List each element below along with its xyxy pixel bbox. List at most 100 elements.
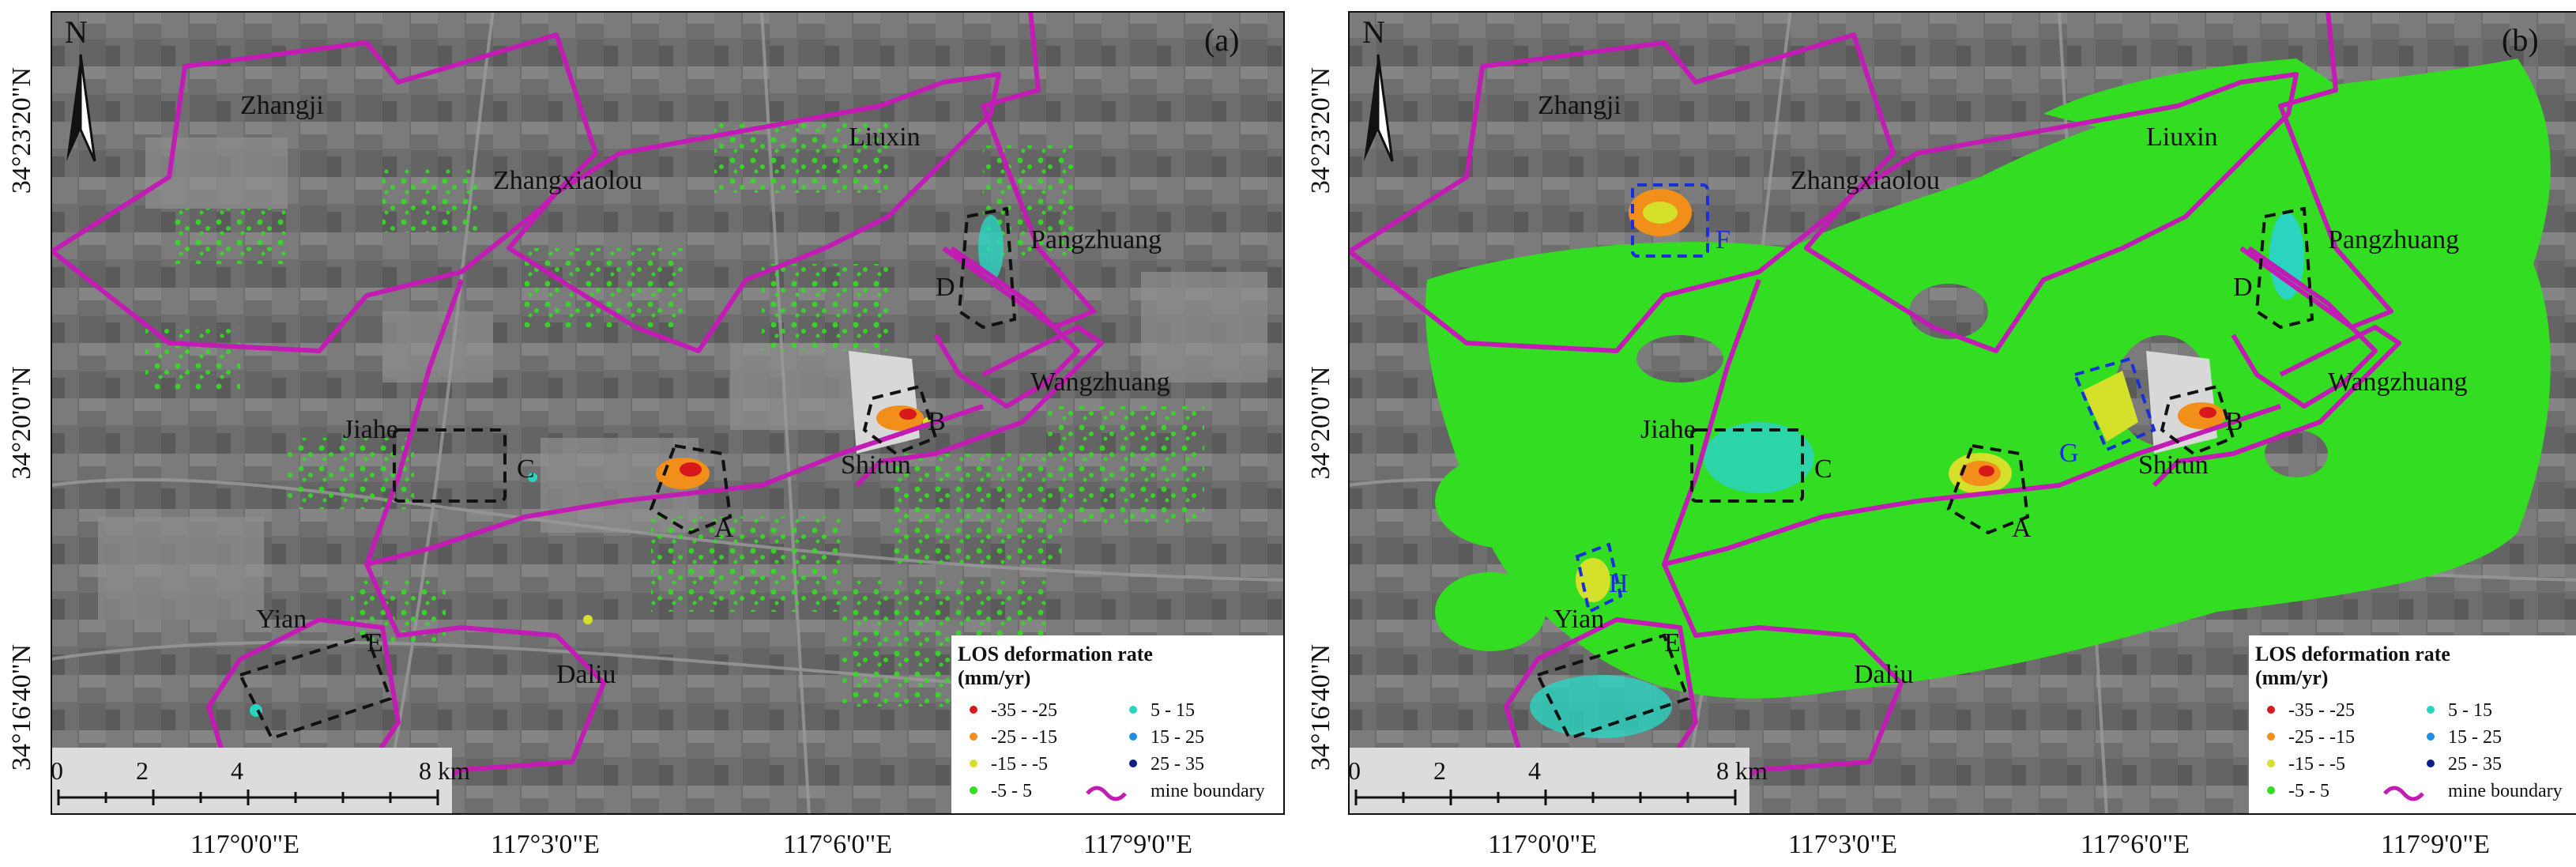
place-label: Yian bbox=[256, 605, 307, 634]
zone-label-h: H bbox=[1609, 569, 1629, 598]
legend-class-label: 15 - 25 bbox=[1151, 727, 1204, 748]
map-panel-a: Zhangji Zhangxiaolou Liuxin Pangzhuang W… bbox=[51, 11, 1285, 815]
legend-class-label: -5 - 5 bbox=[991, 781, 1032, 801]
place-names: Zhangji Zhangxiaolou Liuxin Pangzhuang W… bbox=[1538, 91, 2468, 689]
legend-swatch bbox=[2267, 733, 2275, 741]
scale-tick-label: 2 bbox=[1433, 756, 1446, 785]
lon-label: 117°9'0"E bbox=[1083, 830, 1193, 859]
place-label: Zhangxiaolou bbox=[1791, 166, 1940, 195]
legend-title: LOS deformation rate bbox=[958, 643, 1153, 665]
zone-label-a: A bbox=[714, 514, 734, 543]
place-label: Liuxin bbox=[2146, 123, 2218, 152]
north-arrow: N bbox=[65, 14, 96, 162]
panel-label: (b) bbox=[2502, 22, 2539, 58]
zone-letters: A B C D E bbox=[367, 273, 955, 658]
scale-bar: 0 2 4 8 km bbox=[51, 748, 470, 815]
legend-title: LOS deformation rate bbox=[2255, 643, 2450, 665]
legend-class-label: 25 - 35 bbox=[2448, 754, 2502, 775]
study-zones-extra bbox=[1575, 183, 2156, 614]
legend-swatch bbox=[1129, 760, 1137, 767]
legend-unit: (mm/yr) bbox=[958, 666, 1030, 689]
place-label: Yian bbox=[1554, 605, 1604, 634]
legend-swatch bbox=[970, 786, 977, 794]
mine-boundaries bbox=[51, 11, 1104, 812]
legend-swatch bbox=[970, 733, 977, 741]
north-arrow-icon bbox=[66, 55, 81, 161]
legend: LOS deformation rate (mm/yr) -35 - -25 -… bbox=[2249, 635, 2576, 815]
place-label: Zhangji bbox=[240, 91, 324, 120]
place-label: Pangzhuang bbox=[2328, 225, 2459, 254]
scale-tick-label: 4 bbox=[231, 756, 243, 785]
place-label: Liuxin bbox=[849, 123, 921, 152]
zone-label-a: A bbox=[2012, 514, 2032, 543]
legend-class-label: -25 - -15 bbox=[2288, 727, 2355, 748]
panel-frame bbox=[1348, 11, 2576, 815]
deformation-hotspots bbox=[250, 215, 1004, 717]
north-arrow-icon bbox=[1364, 55, 1378, 161]
lon-label: 117°6'0"E bbox=[2080, 830, 2190, 859]
place-label: Jiahe bbox=[343, 415, 398, 444]
zone-label-d: D bbox=[936, 273, 955, 302]
legend-swatch bbox=[2427, 706, 2435, 714]
legend-class-label: -5 - 5 bbox=[2288, 781, 2329, 801]
legend-swatch bbox=[2267, 760, 2275, 767]
lon-label: 117°0'0"E bbox=[190, 830, 300, 859]
place-label: Shitun bbox=[2138, 450, 2209, 480]
scale-tick-label: 0 bbox=[51, 756, 63, 785]
scale-bar: 0 2 4 8 km bbox=[1348, 748, 1768, 815]
zone-label-e: E bbox=[367, 628, 383, 658]
study-zones bbox=[238, 206, 1017, 741]
legend-swatch bbox=[1129, 706, 1137, 714]
legend-class-label: 5 - 15 bbox=[2448, 700, 2492, 721]
legend-class-label: -35 - -25 bbox=[991, 700, 1057, 721]
north-arrow: N bbox=[1362, 14, 1394, 162]
place-label: Pangzhuang bbox=[1030, 225, 1162, 254]
place-label: Shitun bbox=[841, 450, 911, 480]
legend-class-label: -35 - -25 bbox=[2288, 700, 2355, 721]
zone-label-f: F bbox=[1715, 225, 1731, 254]
place-label: Daliu bbox=[1854, 660, 1914, 689]
legend-class-label: -25 - -15 bbox=[991, 727, 1057, 748]
boundary-line-icon bbox=[1086, 786, 1127, 801]
legend-boundary-label: mine boundary bbox=[1151, 781, 1265, 801]
boundary-line-icon bbox=[2383, 786, 2424, 801]
zone-label-c: C bbox=[517, 454, 535, 484]
legend-swatch bbox=[2267, 706, 2275, 714]
legend-swatch bbox=[970, 760, 977, 767]
lon-label: 117°3'0"E bbox=[490, 830, 601, 859]
place-label: Wangzhuang bbox=[1030, 368, 1170, 397]
legend-class-label: -15 - -5 bbox=[991, 754, 1048, 775]
scale-tick-label: 4 bbox=[1528, 756, 1541, 785]
legend-swatch bbox=[2267, 786, 2275, 794]
place-label: Wangzhuang bbox=[2328, 368, 2468, 397]
legend-class-label: 5 - 15 bbox=[1151, 700, 1195, 721]
legend-unit: (mm/yr) bbox=[2255, 666, 2328, 689]
legend: LOS deformation rate (mm/yr) -35 - -25 -… bbox=[951, 635, 1285, 815]
north-letter: N bbox=[65, 14, 88, 50]
lon-label: 117°9'0"E bbox=[2380, 830, 2491, 859]
zone-label-g: G bbox=[2059, 439, 2079, 468]
zone-letters-extra: F G H bbox=[1609, 225, 2079, 598]
zone-letters: A B C D E bbox=[1664, 273, 2253, 658]
place-label: Zhangxiaolou bbox=[493, 166, 642, 195]
scale-tick-label: 8 km bbox=[1716, 756, 1768, 785]
legend-class-label: 25 - 35 bbox=[1151, 754, 1204, 775]
panel-label: (a) bbox=[1204, 22, 1239, 58]
scale-tick-label: 0 bbox=[1348, 756, 1361, 785]
zone-label-d: D bbox=[2233, 273, 2253, 302]
legend-swatch bbox=[970, 706, 977, 714]
map-canvas-b: Zhangji Zhangxiaolou Liuxin Pangzhuang W… bbox=[1348, 11, 2576, 815]
scale-tick-label: 8 km bbox=[419, 756, 470, 785]
scale-tick-label: 2 bbox=[136, 756, 149, 785]
lon-label: 117°3'0"E bbox=[1787, 830, 1898, 859]
legend-class-label: -15 - -5 bbox=[2288, 754, 2345, 775]
north-letter: N bbox=[1362, 14, 1385, 50]
place-label: Zhangji bbox=[1538, 91, 1621, 120]
legend-swatch bbox=[2427, 760, 2435, 767]
place-names: Zhangji Zhangxiaolou Liuxin Pangzhuang W… bbox=[240, 91, 1170, 689]
place-label: Jiahe bbox=[1640, 415, 1696, 444]
place-label: Daliu bbox=[556, 660, 616, 689]
study-zones bbox=[1535, 206, 2314, 741]
lon-label: 117°0'0"E bbox=[1487, 830, 1598, 859]
